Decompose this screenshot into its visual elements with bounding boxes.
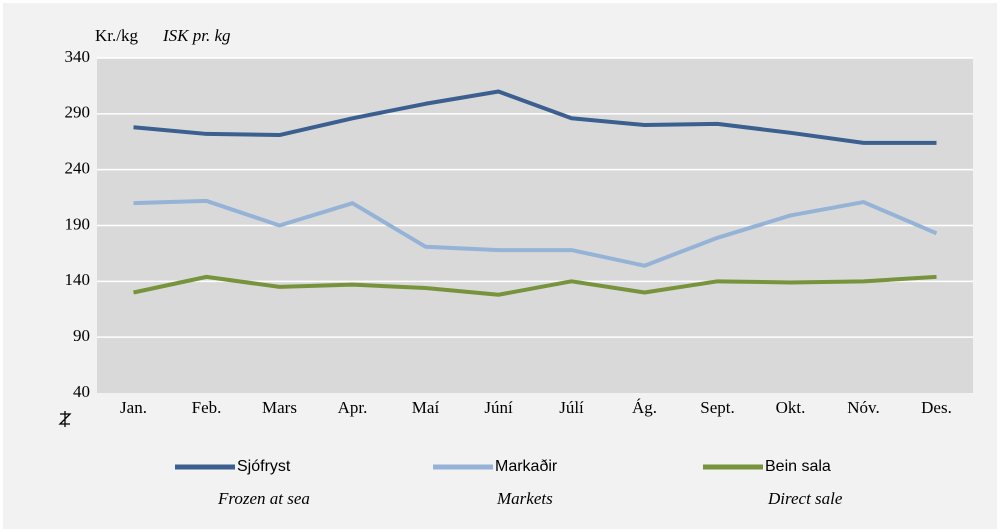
- x-tick-label: Apr.: [338, 398, 368, 417]
- unit-label-en: ISK pr. kg: [162, 26, 231, 45]
- x-tick-label: Mars: [262, 398, 297, 417]
- series-line: [133, 89, 937, 145]
- unit-label: Kr./kg: [95, 26, 138, 45]
- x-tick-label: Maí: [412, 398, 440, 417]
- y-tick-label: 290: [65, 103, 91, 122]
- y-tick-label: 240: [65, 159, 91, 178]
- y-tick-label: 340: [65, 47, 91, 66]
- legend-label-en: Markets: [496, 489, 553, 508]
- x-tick-label: Sept.: [700, 398, 734, 417]
- axis-break: [58, 411, 72, 427]
- y-tick-label: 190: [65, 214, 91, 233]
- legend-label: Markaðir: [495, 458, 558, 475]
- x-tick-label: Ág.: [632, 398, 657, 417]
- x-tick-label: Jan.: [120, 398, 147, 417]
- x-tick-label: Júní: [484, 398, 513, 417]
- x-tick-label: Feb.: [192, 398, 222, 417]
- x-tick-label: Nóv.: [847, 398, 879, 417]
- legend-label: Bein sala: [765, 458, 831, 475]
- y-tick-label: 40: [73, 382, 90, 401]
- y-tick-label: 90: [73, 326, 90, 345]
- x-tick-label: Des.: [921, 398, 952, 417]
- x-tick-label: Okt.: [776, 398, 806, 417]
- legend-label-en: Frozen at sea: [217, 489, 310, 508]
- x-tick-label: Júlí: [559, 398, 584, 417]
- legend-label: Sjófryst: [237, 458, 291, 475]
- series-line: [133, 198, 938, 268]
- legend-label-en: Direct sale: [767, 489, 843, 508]
- series-line: [133, 274, 937, 297]
- y-tick-label: 140: [65, 270, 91, 289]
